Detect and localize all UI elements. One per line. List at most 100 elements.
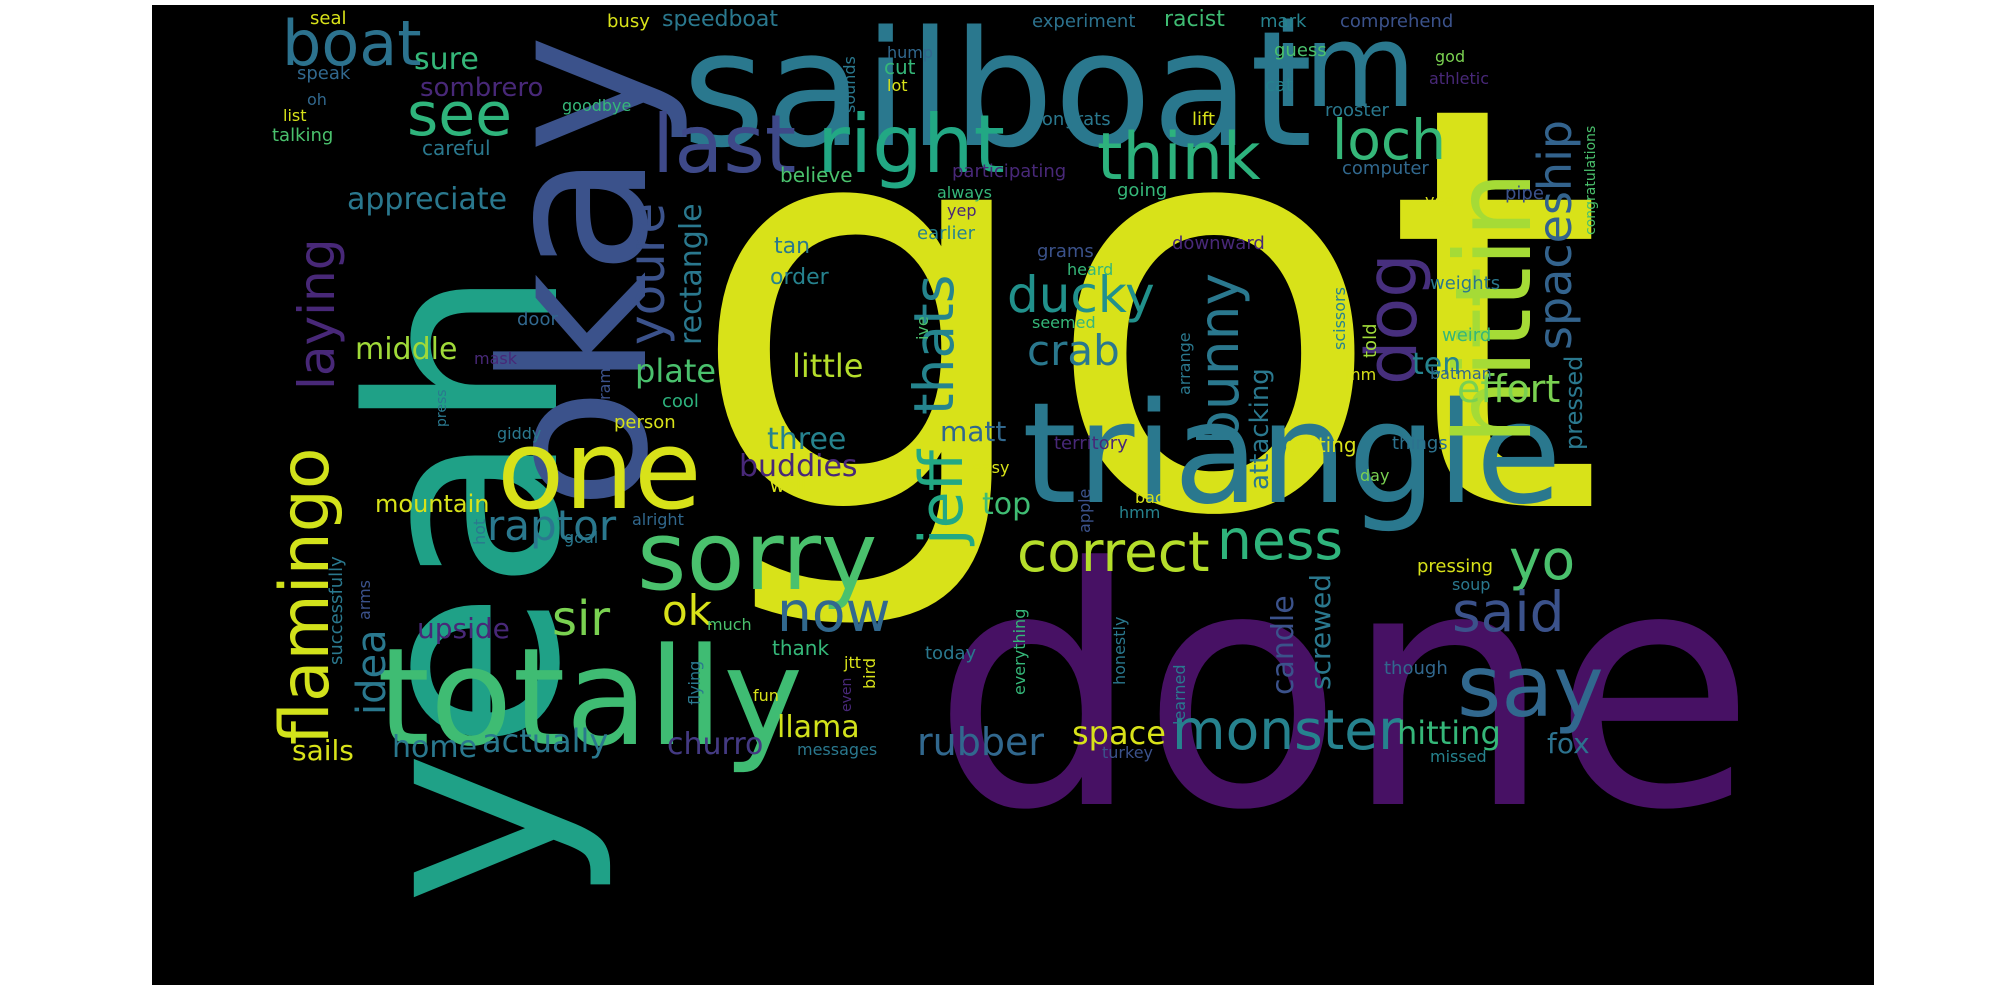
word-computer: computer (1342, 158, 1429, 179)
word-sounds: sounds (840, 56, 859, 113)
word-yea: yea (1425, 191, 1455, 210)
word-congrats: congrats (1032, 109, 1111, 130)
word-buddies: buddies (739, 449, 858, 484)
word-yep: yep (947, 201, 977, 220)
word-ten: ten (1412, 347, 1462, 382)
word-ram: ram (595, 368, 614, 400)
word-tan: tan (774, 234, 811, 259)
word-sails: sails (292, 734, 354, 767)
word-going: going (1117, 180, 1168, 201)
word-pressing: pressing (1417, 556, 1494, 577)
word-racist: racist (1164, 7, 1225, 32)
word-llama: llama (777, 710, 860, 745)
word-congratulations: congratulations (1583, 125, 1599, 235)
word-soup: soup (1452, 575, 1491, 594)
word-spaceship: spaceship (1528, 119, 1582, 350)
word-things: things (1392, 433, 1448, 454)
word-heard: heard (1067, 260, 1114, 279)
word-hump: hump (887, 43, 934, 62)
word-messages: messages (797, 740, 878, 759)
word-ducky: ducky (1007, 266, 1155, 324)
word-speedboat: speedboat (662, 7, 778, 32)
word-believe: believe (780, 163, 853, 187)
word-crab: crab (1027, 326, 1120, 375)
word-arms: arms (355, 579, 374, 620)
word-though: though (1384, 658, 1448, 679)
word-jeff: jeff (907, 450, 977, 545)
word-alright: alright (632, 510, 684, 529)
word-say: say (1457, 638, 1604, 737)
word-rooster: rooster (1325, 100, 1389, 121)
word-speak: speak (297, 63, 351, 84)
word-effort: effort (1457, 367, 1561, 411)
word-participating: participating (952, 161, 1067, 182)
word-one: one (497, 406, 702, 534)
word-seemed: seemed (1032, 313, 1096, 332)
word-easy: easy (972, 458, 1010, 477)
word-everything: everything (1010, 608, 1029, 695)
word-always: always (937, 183, 992, 202)
word-laying: laying (288, 238, 346, 390)
word-sorry: sorry (637, 502, 878, 612)
word-press: press (434, 389, 450, 427)
word-screwed: screwed (1304, 573, 1337, 690)
word-hmm: hmm (1119, 503, 1161, 522)
word-top: top (982, 487, 1032, 522)
word-batman: batman (1430, 364, 1492, 383)
word-sombrero: sombrero (420, 73, 544, 103)
word-hitting: hitting (1397, 714, 1501, 752)
word-day: day (1360, 466, 1390, 485)
word-busy: busy (607, 11, 650, 32)
word-honestly: honestly (1110, 616, 1129, 685)
word-now: now (777, 580, 891, 644)
word-flying: flying (685, 660, 704, 705)
word-arrange: arrange (1175, 332, 1194, 395)
word-done: done (932, 498, 1756, 882)
word-apple: apple (1075, 488, 1094, 533)
word-person: person (614, 412, 676, 433)
word-cool: cool (662, 391, 699, 412)
word-learned: learned (1170, 664, 1189, 725)
word-mm: mm (1345, 365, 1377, 384)
word-athletic: athletic (1429, 69, 1490, 88)
word-thats: thats (902, 274, 966, 415)
word-loch: loch (1332, 108, 1447, 172)
word-thank: thank (772, 636, 830, 660)
word-hot: hot (470, 518, 489, 545)
word-rectangle: rectangle (674, 203, 709, 345)
word-list: list (283, 106, 307, 125)
word-three: three (767, 422, 847, 457)
word-totally: totally (377, 619, 804, 776)
word-scissors: scissors (1330, 287, 1349, 350)
word-weights: weights (1430, 273, 1501, 294)
word-giddy: giddy (497, 424, 542, 443)
word-successfully: successfully (326, 556, 347, 665)
word-order: order (770, 265, 829, 290)
word-mark: mark (1260, 11, 1307, 32)
word-bird: bird (860, 657, 879, 689)
word-correct: correct (1017, 520, 1210, 584)
word-back: back (1135, 488, 1174, 507)
word-sailboat: sailboat (682, 5, 1313, 183)
word-today: today (925, 643, 977, 664)
word-last: last (652, 98, 797, 191)
word-space: space (1072, 714, 1166, 752)
word-rubber: rubber (917, 720, 1044, 764)
word-lot: lot (887, 76, 908, 95)
word-well: well (770, 476, 806, 497)
word-think: think (1097, 120, 1261, 195)
word-lift: lift (1192, 109, 1216, 130)
word-guess: guess (1274, 40, 1327, 61)
word-jtt: jtt (844, 653, 861, 672)
word-plate: plate (635, 352, 717, 390)
word-idea: idea (349, 629, 395, 715)
word-turkey: turkey (1102, 743, 1153, 762)
word-right: right (817, 98, 1005, 191)
word-cloud: got done yeah okay sailboat triangle tot… (152, 5, 1874, 985)
word-sure: sure (414, 42, 479, 77)
word-earlier: earlier (917, 223, 975, 244)
word-careful: careful (422, 136, 491, 160)
word-triangle: triangle (1022, 373, 1562, 536)
word-much: much (707, 615, 752, 634)
word-comprehend: comprehend (1340, 11, 1454, 32)
